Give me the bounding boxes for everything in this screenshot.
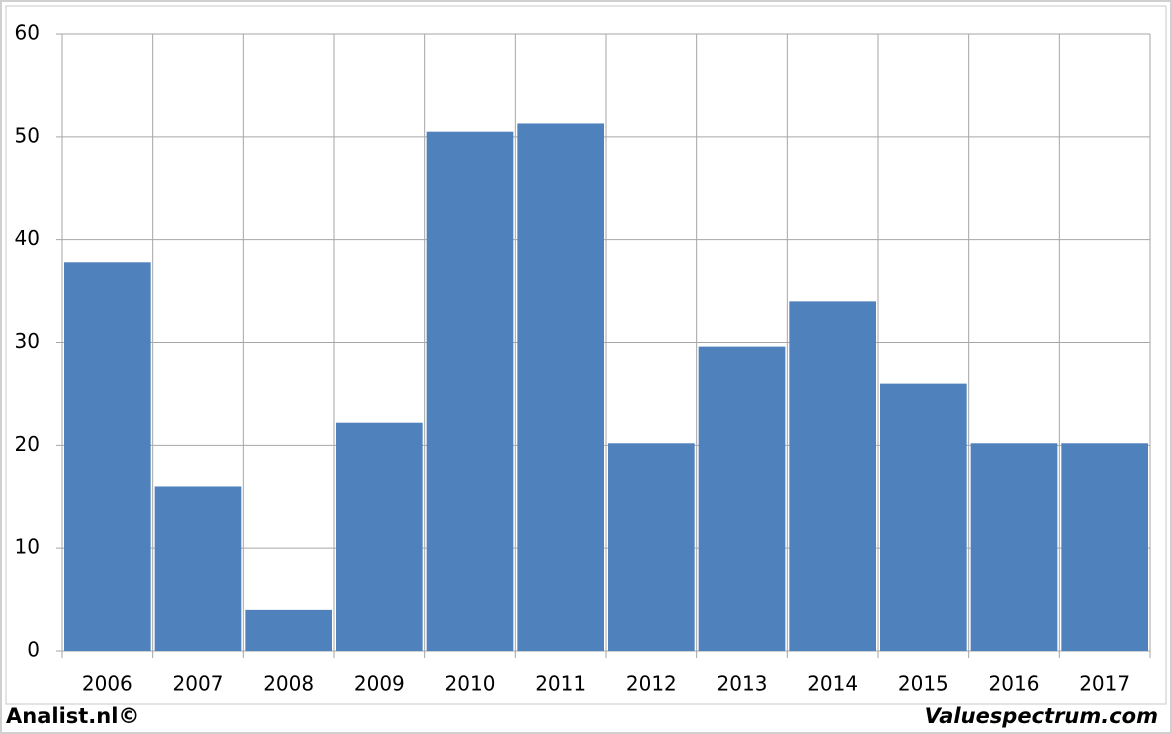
x-tick-label: 2012: [626, 672, 677, 696]
x-tick-label: 2007: [173, 672, 224, 696]
bar: [970, 443, 1058, 651]
bar: [245, 609, 332, 651]
x-tick-label: 2017: [1079, 672, 1130, 696]
y-tick-label: 50: [15, 123, 40, 147]
bar: [1061, 443, 1148, 651]
bar: [154, 486, 242, 651]
bar: [64, 262, 151, 651]
bar: [426, 131, 514, 652]
y-tick-label: 40: [15, 226, 40, 250]
x-tick-label: 2014: [807, 672, 858, 696]
y-tick-label: 20: [15, 432, 40, 456]
x-tick-label: 2013: [717, 672, 768, 696]
bar: [698, 346, 786, 651]
x-tick-label: 2016: [989, 672, 1040, 696]
x-tick-label: 2008: [263, 672, 314, 696]
x-tick-label: 2010: [445, 672, 496, 696]
credit-right: Valuespectrum.com: [925, 704, 1158, 728]
y-tick-label: 0: [27, 638, 40, 662]
y-tick-label: 10: [15, 535, 40, 559]
x-tick-label: 2009: [354, 672, 405, 696]
x-tick-label: 2011: [535, 672, 586, 696]
x-tick-label: 2015: [898, 672, 949, 696]
bar: [517, 123, 604, 652]
bar: [608, 443, 695, 651]
bar: [880, 383, 967, 651]
y-tick-label: 60: [15, 21, 40, 45]
credit-left: Analist.nl©: [6, 704, 139, 728]
bar: [336, 422, 423, 651]
y-tick-label: 30: [15, 329, 40, 353]
bar: [789, 301, 876, 651]
x-tick-label: 2006: [82, 672, 133, 696]
